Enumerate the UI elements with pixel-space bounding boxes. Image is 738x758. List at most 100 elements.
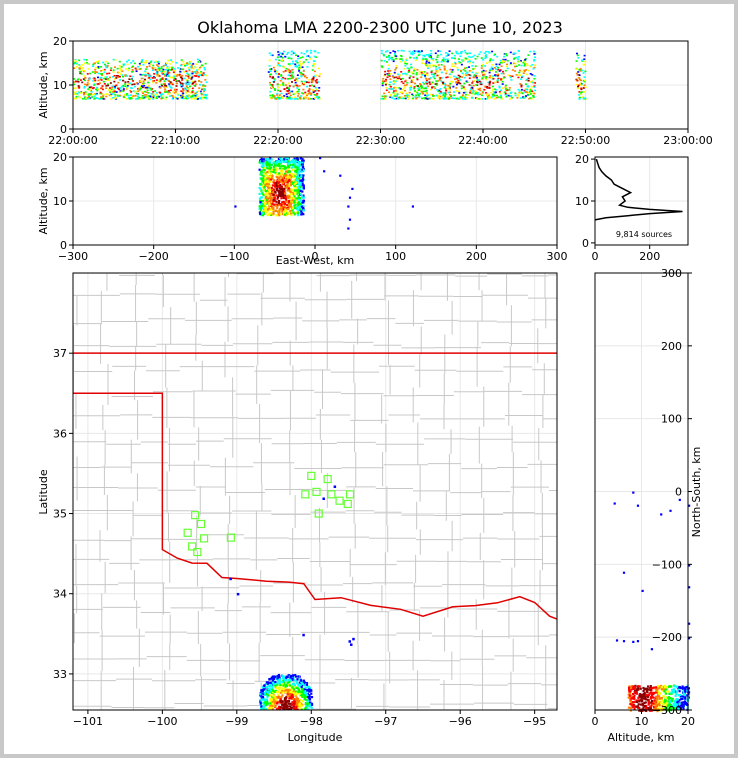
time-height-source bbox=[299, 71, 302, 74]
time-height-source bbox=[160, 70, 163, 73]
plan-view-source bbox=[265, 693, 268, 696]
time-height-source bbox=[438, 78, 441, 81]
ew-altitude-source bbox=[294, 163, 297, 166]
time-height-source bbox=[279, 65, 282, 67]
ew-altitude-source bbox=[279, 157, 282, 160]
ns-altitude-source bbox=[683, 688, 687, 691]
ew-altitude-source bbox=[286, 183, 289, 186]
time-height-source bbox=[269, 83, 272, 86]
time-height-source bbox=[180, 97, 183, 99]
time-height-source bbox=[78, 87, 81, 89]
time-height-source bbox=[280, 74, 283, 76]
time-height-source bbox=[451, 52, 454, 55]
plan-view-source bbox=[293, 684, 296, 687]
ns-altitude-source bbox=[682, 707, 685, 710]
ns-altitude-source bbox=[672, 703, 675, 706]
time-height-source bbox=[578, 68, 581, 71]
time-height-source bbox=[286, 90, 289, 92]
time-height-source bbox=[475, 92, 478, 94]
time-height-source bbox=[183, 96, 186, 99]
time-height-source bbox=[492, 82, 495, 84]
time-height-source bbox=[191, 91, 194, 93]
time-height-source bbox=[487, 81, 490, 84]
plan-view-source bbox=[297, 678, 301, 681]
ew-altitude-tick-label: 100 bbox=[385, 250, 406, 263]
ns-altitude-source bbox=[682, 689, 685, 692]
time-height-source bbox=[502, 91, 505, 94]
time-height-source bbox=[482, 69, 485, 72]
time-height-source bbox=[296, 61, 299, 64]
plan-view-source bbox=[275, 686, 278, 689]
time-height-source bbox=[187, 83, 190, 85]
plan-view-source bbox=[281, 687, 284, 690]
time-height-source bbox=[429, 83, 432, 85]
time-height-source bbox=[312, 63, 315, 66]
time-height-source bbox=[277, 53, 280, 56]
time-height-source bbox=[120, 89, 123, 91]
plan-view-source bbox=[284, 703, 287, 706]
ns-altitude-source bbox=[647, 706, 651, 710]
time-height-source bbox=[293, 98, 296, 100]
time-height-source bbox=[395, 57, 398, 60]
time-height-source bbox=[515, 56, 518, 59]
time-height-source bbox=[295, 77, 298, 80]
time-height-source bbox=[192, 95, 195, 98]
ew-altitude-source bbox=[268, 162, 271, 165]
time-height-source bbox=[115, 75, 118, 77]
time-height-source bbox=[493, 91, 496, 93]
ew-altitude-source bbox=[288, 195, 291, 198]
time-height-source bbox=[436, 89, 439, 91]
time-height-source bbox=[84, 96, 87, 99]
time-height-source bbox=[393, 72, 396, 75]
time-height-source bbox=[170, 82, 173, 85]
time-height-source bbox=[100, 96, 103, 98]
time-height-source bbox=[293, 52, 296, 54]
time-height-source bbox=[269, 97, 272, 99]
time-height-source bbox=[471, 55, 474, 58]
time-height-source bbox=[193, 71, 196, 74]
plan-view-source bbox=[306, 689, 309, 692]
time-height-source bbox=[520, 78, 523, 80]
ew-altitude-source bbox=[269, 178, 273, 182]
time-height-source bbox=[440, 77, 443, 79]
time-height-source bbox=[86, 97, 89, 100]
time-height-source bbox=[455, 50, 458, 53]
time-height-source bbox=[527, 69, 530, 72]
time-height-source bbox=[160, 97, 163, 100]
time-height-source bbox=[189, 60, 192, 63]
time-height-source bbox=[491, 68, 494, 70]
plan-view-source bbox=[286, 691, 289, 694]
time-height-source bbox=[453, 54, 456, 57]
ns-altitude-source bbox=[629, 686, 633, 690]
time-height-source bbox=[159, 79, 162, 81]
ew-altitude-source bbox=[301, 175, 304, 179]
time-height-source bbox=[398, 86, 401, 89]
time-height-source bbox=[298, 60, 301, 63]
ns-altitude-source bbox=[651, 686, 654, 690]
plan-view-source bbox=[303, 697, 307, 700]
time-height-source bbox=[405, 92, 408, 95]
time-height-source bbox=[451, 69, 454, 71]
time-height-source bbox=[418, 73, 421, 75]
plan-view-source bbox=[305, 698, 308, 702]
time-height-source bbox=[432, 73, 435, 75]
time-height-source bbox=[268, 65, 271, 67]
time-height-source bbox=[149, 63, 152, 65]
ns-altitude-source bbox=[687, 691, 691, 694]
time-height-source bbox=[519, 91, 522, 94]
ns-altitude-source bbox=[655, 707, 658, 710]
plan-view-source bbox=[263, 686, 266, 689]
time-height-source bbox=[74, 87, 77, 89]
plan-view-source bbox=[269, 684, 272, 687]
ew-altitude-source bbox=[292, 199, 295, 202]
time-height-source bbox=[309, 58, 312, 60]
time-height-source bbox=[146, 86, 149, 89]
time-height-source bbox=[445, 89, 448, 92]
ew-altitude-source bbox=[274, 183, 277, 186]
ew-altitude-source bbox=[272, 170, 275, 173]
time-height-source bbox=[528, 97, 531, 100]
ns-altitude-source bbox=[652, 693, 655, 696]
ew-altitude-source bbox=[284, 209, 287, 212]
plan-view-source bbox=[303, 681, 306, 684]
time-height-source bbox=[491, 85, 494, 88]
